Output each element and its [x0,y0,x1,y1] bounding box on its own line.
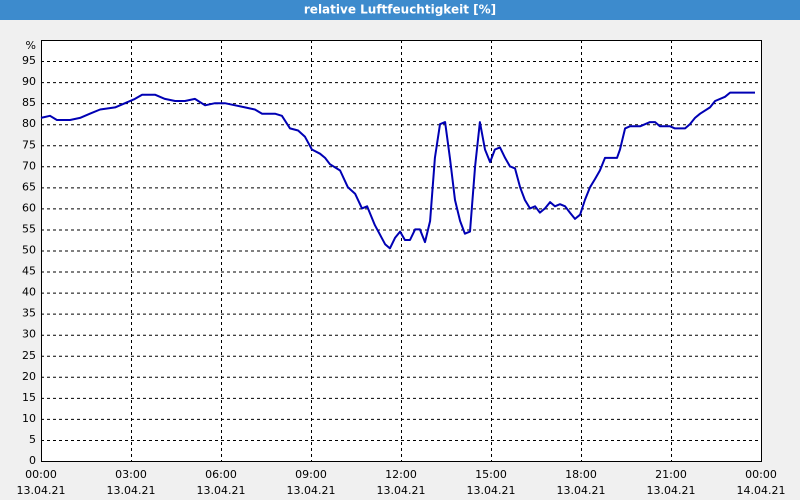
y-tick-label: 30 [22,328,36,341]
x-tick-date: 13.04.21 [17,484,66,497]
x-tick-label: 12:00 [385,468,417,481]
x-tick-label: 00:00 [745,468,777,481]
x-tick-label: 18:00 [565,468,597,481]
x-tick-label: 09:00 [295,468,327,481]
x-tick-label: 00:00 [25,468,57,481]
y-tick-label: 80 [22,117,36,130]
y-tick-label: 75 [22,138,36,151]
data-line [40,91,755,250]
y-tick-label: 15 [22,391,36,404]
title-bar [0,0,800,20]
y-tick-label: 60 [22,201,36,214]
y-tick-label: 85 [22,96,36,109]
x-tick-label: 15:00 [475,468,507,481]
y-tick-label: 20 [22,370,36,383]
x-tick-date: 13.04.21 [647,484,696,497]
x-tick-date: 13.04.21 [557,484,606,497]
y-tick-label: 45 [22,265,36,278]
plot-frame [41,40,762,462]
x-tick-date: 13.04.21 [197,484,246,497]
y-tick-label: 0 [29,454,36,467]
x-tick-date: 13.04.21 [107,484,156,497]
y-tick-label: 5 [29,433,36,446]
x-tick-date: 13.04.21 [287,484,336,497]
y-tick-label: 55 [22,222,36,235]
x-tick-label: 21:00 [655,468,687,481]
x-tick-date: 13.04.21 [467,484,516,497]
chart-title: relative Luftfeuchtigkeit [%] [304,3,496,17]
y-tick-label: 90 [22,75,36,88]
x-tick-date: 13.04.21 [377,484,426,497]
y-tick-label: 50 [22,244,36,257]
y-axis-label: % [26,39,36,52]
x-tick-label: 06:00 [205,468,237,481]
y-tick-label: 35 [22,307,36,320]
y-tick-label: 10 [22,412,36,425]
layer: 0 5 10 15 20 25 30 35 40 45 50 55 60 65 70 75 80 85 90 95 00… [17,40,786,497]
y-tick-label: 40 [22,286,36,299]
y-tick-label: 95 [22,54,36,67]
y-tick-label: 70 [22,159,36,172]
x-tick-date: 14.04.21 [737,484,786,497]
x-tick-label: 03:00 [115,468,147,481]
y-tick-label: 25 [22,349,36,362]
y-tick-label: 65 [22,180,36,193]
